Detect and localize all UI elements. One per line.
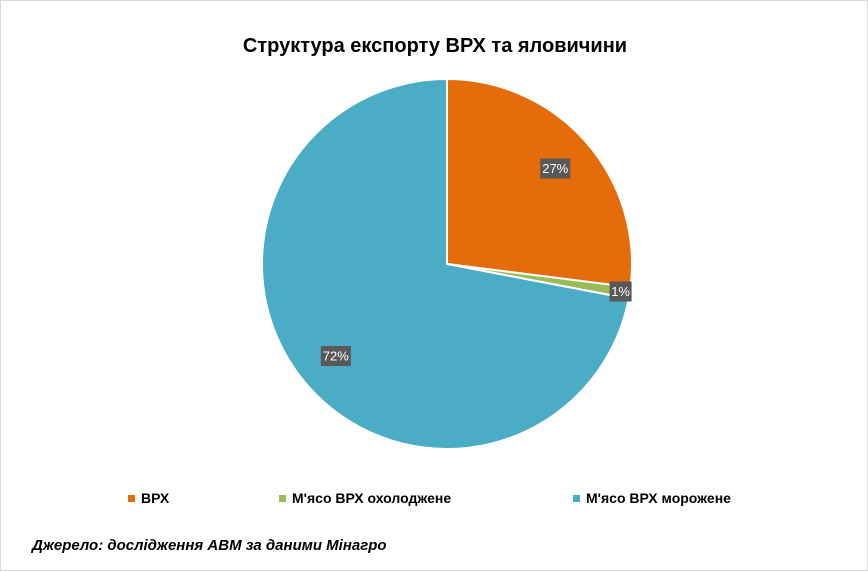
legend-label-frozen: М'ясо ВРХ морожене — [586, 490, 731, 506]
legend-swatch-chilled — [279, 494, 286, 502]
svg-text:72%: 72% — [323, 348, 349, 363]
data-label-chilled: 1% — [609, 281, 632, 302]
svg-text:1%: 1% — [611, 284, 630, 299]
svg-text:27%: 27% — [542, 161, 568, 176]
legend: ВРХ М'ясо ВРХ охолоджене М'ясо ВРХ морож… — [1, 490, 868, 510]
legend-swatch-frozen — [573, 494, 580, 502]
legend-label-chilled: М'ясо ВРХ охолоджене — [292, 490, 452, 506]
chart-title: Структура експорту ВРХ та яловичини — [242, 35, 628, 57]
slice-vrh — [446, 77, 633, 289]
data-label-frozen: 72% — [320, 345, 351, 366]
legend-item-vrh: ВРХ — [128, 490, 169, 506]
legend-item-frozen: М'ясо ВРХ морожене — [573, 490, 731, 506]
slice-frozen — [261, 77, 630, 450]
legend-label-vrh: ВРХ — [141, 490, 170, 506]
source-note: Джерело: дослідження АВМ за даними Мінаг… — [32, 537, 387, 554]
legend-item-chilled: М'ясо ВРХ охолоджене — [279, 490, 451, 506]
data-label-vrh: 27% — [540, 158, 571, 179]
legend-swatch-vrh — [128, 494, 135, 502]
